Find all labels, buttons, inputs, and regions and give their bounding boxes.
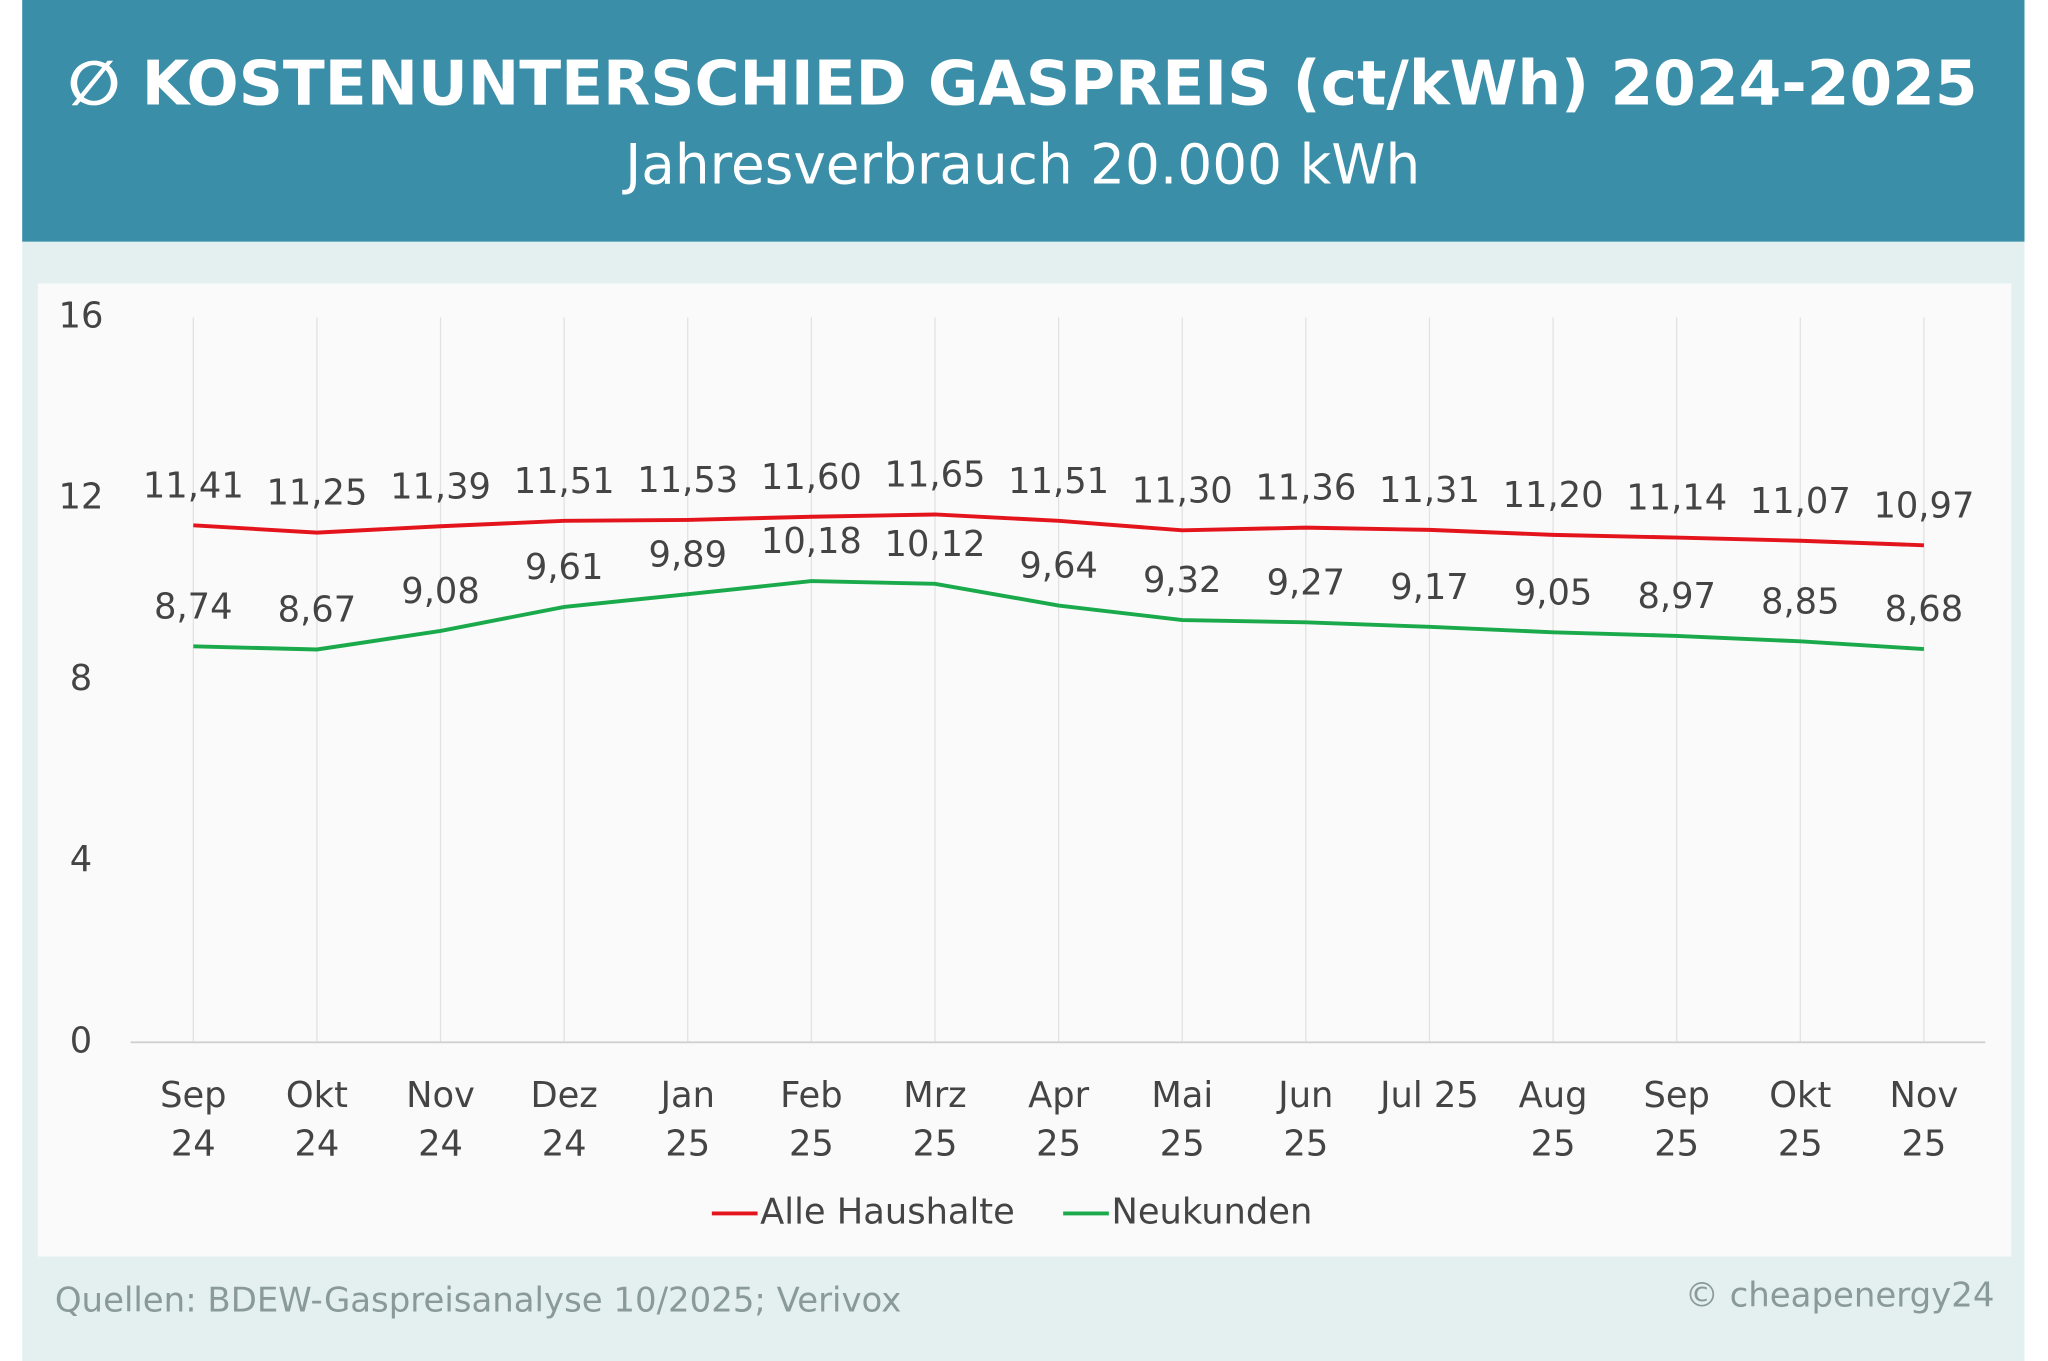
data-label: 11,25: [266, 473, 367, 514]
source-note: Quellen: BDEW-Gaspreisanalyse 10/2025; V…: [55, 1281, 902, 1321]
x-tick-label: 24: [418, 1123, 463, 1164]
data-label: 8,85: [1761, 581, 1840, 622]
x-tick-label: 24: [171, 1123, 216, 1164]
data-label: 11,30: [1132, 470, 1233, 511]
data-label: 11,39: [390, 466, 491, 507]
x-tick-label: 25: [1531, 1123, 1576, 1164]
line-series: [193, 512, 1924, 548]
x-tick-label: Mai: [1151, 1075, 1213, 1116]
x-tick-label: Okt: [1769, 1075, 1831, 1116]
header: [22, 0, 2025, 242]
data-label: 9,17: [1390, 567, 1469, 608]
x-tick-label: 25: [1283, 1123, 1328, 1164]
legend-label: Neukunden: [1111, 1191, 1312, 1232]
data-label: 11,51: [1008, 461, 1109, 502]
x-tick-label: 25: [1160, 1123, 1205, 1164]
x-tick-label: Nov: [406, 1075, 475, 1116]
data-label: 11,31: [1379, 470, 1480, 511]
x-tick-label: Mrz: [903, 1075, 966, 1116]
data-label: 10,18: [761, 521, 862, 562]
data-label: 9,64: [1019, 546, 1098, 587]
x-tick-label: 25: [913, 1123, 958, 1164]
x-tick-label: Dez: [530, 1075, 597, 1116]
x-tick-label: Sep: [1643, 1075, 1709, 1116]
x-tick-label: 25: [789, 1123, 834, 1164]
x-tick-label: Okt: [286, 1075, 348, 1116]
x-tick-label: 24: [542, 1123, 587, 1164]
x-tick-label: 24: [294, 1123, 339, 1164]
y-tick-label: 8: [70, 658, 92, 699]
data-label: 11,14: [1626, 478, 1727, 519]
data-label: 11,20: [1503, 475, 1604, 516]
data-label: 9,05: [1514, 572, 1593, 613]
data-label: 11,51: [514, 461, 615, 502]
x-tick-label: 25: [1036, 1123, 1081, 1164]
data-label: 11,36: [1255, 468, 1356, 509]
y-tick-label: 12: [59, 477, 104, 518]
chart-subtitle: Jahresverbrauch 20.000 kWh: [622, 133, 1420, 197]
data-label: 10,97: [1873, 485, 1974, 526]
plot-panel: [37, 283, 2012, 1257]
x-tick-label: 25: [665, 1123, 710, 1164]
data-label: 8,74: [154, 586, 233, 627]
data-label: 9,61: [525, 547, 604, 588]
data-label: 9,32: [1143, 560, 1222, 601]
x-tick-label: Nov: [1890, 1075, 1959, 1116]
legend-label: Alle Haushalte: [760, 1191, 1015, 1232]
data-label: 8,97: [1637, 576, 1716, 617]
data-label: 9,27: [1267, 562, 1346, 603]
x-tick-label: Feb: [780, 1075, 842, 1116]
y-tick-label: 16: [59, 295, 104, 336]
data-label: 9,08: [401, 571, 480, 612]
data-label: 9,89: [649, 534, 728, 575]
x-tick-label: Jul 25: [1378, 1075, 1479, 1116]
x-tick-label: 25: [1654, 1123, 1699, 1164]
data-label: 11,41: [143, 465, 244, 506]
x-tick-label: Jan: [659, 1075, 715, 1116]
chart-title: ∅ KOSTENUNTERSCHIED GASPREIS (ct/kWh) 20…: [68, 49, 1978, 120]
y-tick-label: 0: [70, 1020, 92, 1061]
x-tick-label: 25: [1778, 1123, 1823, 1164]
x-tick-label: Aug: [1519, 1075, 1588, 1116]
data-label: 11,53: [637, 460, 738, 501]
copyright: © cheapenergy24: [1685, 1275, 1995, 1315]
x-tick-label: Jun: [1276, 1075, 1333, 1116]
x-tick-label: Sep: [160, 1075, 226, 1116]
x-tick-label: Apr: [1028, 1075, 1089, 1116]
line-series: [193, 579, 1925, 652]
y-tick-label: 4: [70, 839, 92, 880]
data-label: 8,67: [278, 590, 356, 631]
data-label: 11,07: [1750, 481, 1851, 522]
data-label: 11,60: [761, 457, 862, 498]
data-label: 10,12: [885, 524, 986, 565]
data-label: 11,65: [885, 455, 986, 496]
data-label: 8,68: [1885, 589, 1964, 630]
x-tick-label: 25: [1901, 1123, 1946, 1164]
